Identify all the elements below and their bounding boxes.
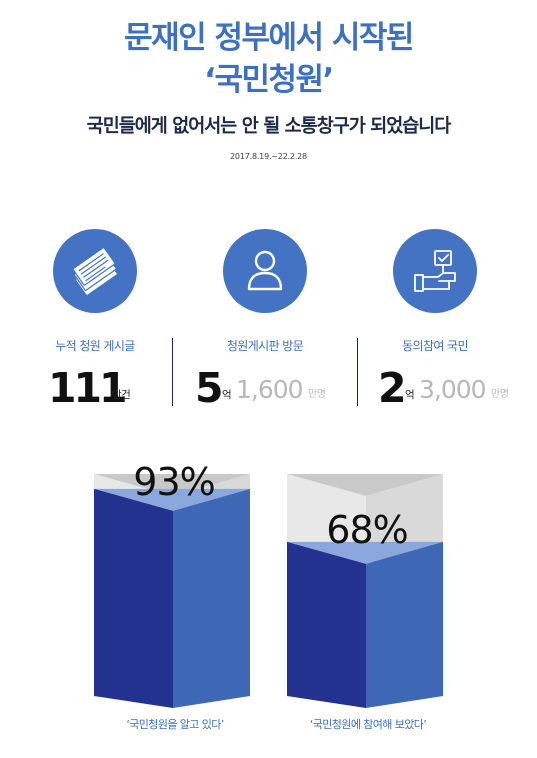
stat-unit-visits: 억 [222, 389, 232, 401]
documents-stack-icon [72, 247, 118, 297]
page-subtitle: 국민들에게 없어서는 안 될 소통창구가 되었습니다 [86, 116, 452, 137]
stat-unit-posts: 만건 [112, 389, 131, 401]
bar-caption-participated: ‘국민청원에 참여해 보았다’ [309, 718, 427, 731]
page-title-line1: 문재인 정부에서 시작된 [124, 20, 414, 56]
stat-secondary-visits: 1,600 [236, 375, 304, 404]
bar-value-label-participated: 68% [326, 508, 408, 552]
stat-unit-participants: 억 [405, 389, 415, 401]
bar-fill-top [287, 541, 443, 564]
bar-fill-side [173, 488, 250, 708]
stat-value-posts: 111 [48, 364, 128, 412]
stat-label-posts: 누적 청원 게시글 [55, 339, 135, 353]
bar-fill-side [366, 541, 443, 708]
page-title-line2: ‘국민청원’ [204, 62, 334, 98]
divider-2 [357, 338, 358, 406]
stat-label-visits: 청원게시판 방문 [226, 339, 304, 353]
hand-checkbox-icon [414, 250, 456, 292]
bar-fill-front [94, 488, 173, 708]
stat-secondary-participants: 3,000 [419, 375, 487, 404]
person-icon [247, 250, 283, 291]
bar-empty-top [94, 474, 250, 496]
stat-circle-visits [223, 229, 307, 313]
stat-secondary-unit-visits: 만명 [308, 389, 326, 400]
divider-1 [172, 338, 173, 406]
stat-value-participants: 2 [378, 364, 406, 412]
stat-secondary-unit-participants: 만명 [491, 389, 509, 400]
bar-empty-top [287, 474, 443, 496]
stat-circle-posts [53, 229, 137, 313]
stat-circle-participants [393, 229, 477, 313]
stat-label-participants: 동의참여 국민 [402, 339, 468, 353]
stat-value-visits: 5 [195, 364, 223, 412]
period-text: 2017.8.19.~22.2.28 [230, 152, 307, 161]
bar-value-label-aware: 93% [133, 460, 215, 504]
bar-fill-top [94, 488, 250, 511]
percentage-chart [94, 474, 443, 708]
bar-caption-aware: ‘국민청원을 알고 있다’ [126, 718, 224, 731]
bar-fill-front [287, 541, 366, 708]
